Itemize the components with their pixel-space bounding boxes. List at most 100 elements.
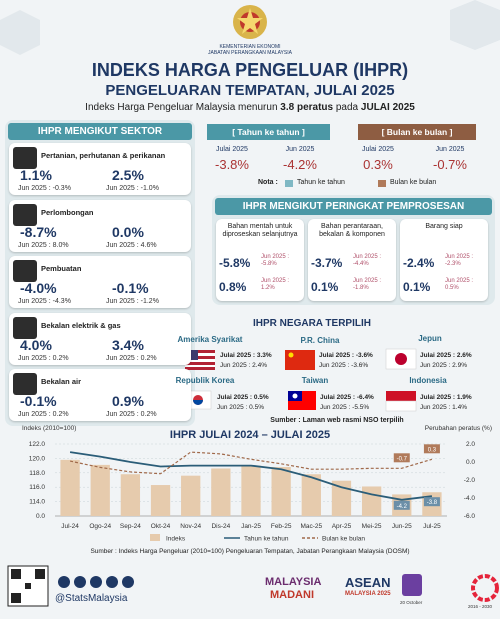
country-name: Taiwan [301, 376, 329, 385]
sector-yoy-prev: Jun 2025 : -4.3% [18, 298, 71, 305]
note-yoy: Tahun ke tahun [297, 179, 345, 186]
lead-text: pada [333, 102, 361, 113]
stage-name: Bahan perantaraan, bekalan & komponen [319, 223, 385, 238]
value-label: 0.3 [428, 447, 437, 453]
stage-mom: 0.1% [403, 280, 431, 294]
x-tick-label: Sep-24 [120, 523, 141, 530]
sector-mom: 0.9% [112, 393, 144, 409]
legend-swatch [150, 534, 160, 541]
sector-card [9, 312, 191, 365]
y-axis-base-label: 0.0 [36, 513, 45, 520]
y2-tick-label: 2.0 [466, 441, 475, 448]
country-current: Julai 2025 : -6.4% [320, 394, 374, 401]
stage-card [216, 219, 304, 301]
footer-art [7, 565, 499, 607]
country-current: Julai 2025 : 3.3% [220, 352, 272, 359]
y-axis-label: Indeks (2010=100) [22, 425, 76, 432]
bar [211, 468, 231, 516]
overall-value: -3.8% [215, 157, 249, 172]
y-tick-label: 116.0 [29, 484, 45, 491]
logo-text: MALAYSIA [265, 576, 322, 588]
handle: @StatsMalaysia [55, 593, 128, 604]
y2-tick-label: -6.0 [464, 513, 476, 520]
bar [150, 485, 171, 516]
y2-axis-label: Perubahan peratus (%) [425, 425, 492, 432]
country-name: Republik Korea [175, 376, 235, 385]
sector-icon [13, 203, 37, 226]
ministry: KEMENTERIAN EKONOMI [219, 44, 281, 50]
stage-card [400, 219, 488, 301]
sector-icon [13, 147, 37, 169]
stage-name: Barang siap [425, 223, 463, 230]
sector-name: Pembuatan [41, 264, 82, 273]
country-previous: Jun 2025 : 1.4% [420, 404, 467, 411]
stage-yoy: -2.4% [403, 256, 435, 270]
value-label: -3.8 [427, 500, 438, 506]
stage-yoy: -3.7% [311, 256, 343, 270]
stage-yoy-prev: Jun 2025 : -2.3% [445, 254, 474, 267]
y-tick-label: 114.0 [29, 499, 45, 506]
sector-mom: 0.0% [112, 223, 144, 240]
stage-mom: 0.8% [219, 280, 247, 294]
value-label-box [393, 453, 410, 463]
stage-yoy-prev: Jun 2025 : -4.4% [353, 254, 382, 267]
logo-text: MADANI [270, 589, 314, 601]
sector-yoy-prev: Jun 2025 : -0.3% [18, 185, 71, 192]
note-swatch [285, 180, 293, 187]
sector-yoy-prev: Jun 2025 : 0.2% [18, 411, 69, 418]
sector-mom-prev: Jun 2025 : 4.6% [106, 241, 157, 249]
value-label-box [423, 444, 440, 454]
stage-yoy-prev: Jun 2025 : -5.8% [261, 254, 290, 267]
flag-korea [184, 390, 212, 410]
country-current: Julai 2025 : 2.6% [420, 352, 472, 359]
value-label: -4.2 [397, 504, 408, 510]
country-name: Jepun [418, 334, 442, 343]
title: INDEKS HARGA PENGELUAR (IHPR) [91, 60, 409, 80]
bar [301, 474, 321, 516]
x-tick-label: Okt-24 [151, 523, 171, 530]
sector-name: Perlombongan [41, 207, 94, 217]
flag-us [185, 350, 215, 370]
country-name: Amerika Syarikat [177, 335, 243, 344]
bar [181, 475, 201, 516]
lead-bold: 3.8 peratus [280, 102, 334, 113]
sector-title: IHPR MENGIKUT SEKTOR [8, 123, 192, 140]
y-tick-label: 120.0 [29, 455, 46, 462]
country-name: P.R. China [300, 336, 340, 345]
flag-japan [385, 348, 417, 370]
sector-card [9, 199, 191, 252]
sector-yoy-prev: Jun 2025 : 0.2% [18, 354, 69, 362]
sector-yoy: -4.0% [20, 280, 57, 296]
sector-card [9, 143, 191, 195]
x-tick-label: Dis-24 [211, 523, 230, 530]
note-label: Nota : [258, 179, 278, 186]
country-name: Indonesia [409, 376, 447, 385]
x-tick-label: Mei-25 [362, 523, 382, 530]
bar [361, 486, 382, 516]
sector-name: Bekalan air [41, 377, 82, 386]
stage-mom: 0.1% [311, 280, 339, 294]
x-tick-label: Mac-25 [300, 523, 322, 530]
sector-yoy-prev: Jun 2025 : 8.0% [18, 241, 69, 249]
lead-bold: JULAI 2025 [360, 102, 415, 113]
logo-text: 2016 - 2030 [468, 604, 493, 609]
sector-mom: 2.5% [112, 167, 144, 183]
overall-period: Jun 2025 [435, 146, 465, 153]
sector-mom-prev: Jun 2025 : -1.0% [106, 185, 159, 192]
flag-indonesia [385, 391, 417, 412]
sector-yoy: 4.0% [20, 336, 52, 353]
bar [241, 465, 261, 516]
sector-mom: -0.1% [112, 280, 149, 296]
sector-yoy: 1.1% [20, 167, 52, 183]
sector-yoy: -0.1% [20, 393, 57, 409]
legend-label: Tahun ke tahun [244, 536, 289, 543]
bar [271, 467, 291, 516]
y-tick-label: 118.0 [29, 470, 45, 477]
bar [90, 464, 110, 516]
country-previous: Jun 2025 : 0.5% [217, 404, 264, 411]
legend-label: Bulan ke bulan [322, 536, 365, 543]
note-mom: Bulan ke bulan [390, 179, 437, 186]
chart: IHPR JULAI 2024 – JULAI 2025 Indeks (201… [22, 425, 492, 543]
